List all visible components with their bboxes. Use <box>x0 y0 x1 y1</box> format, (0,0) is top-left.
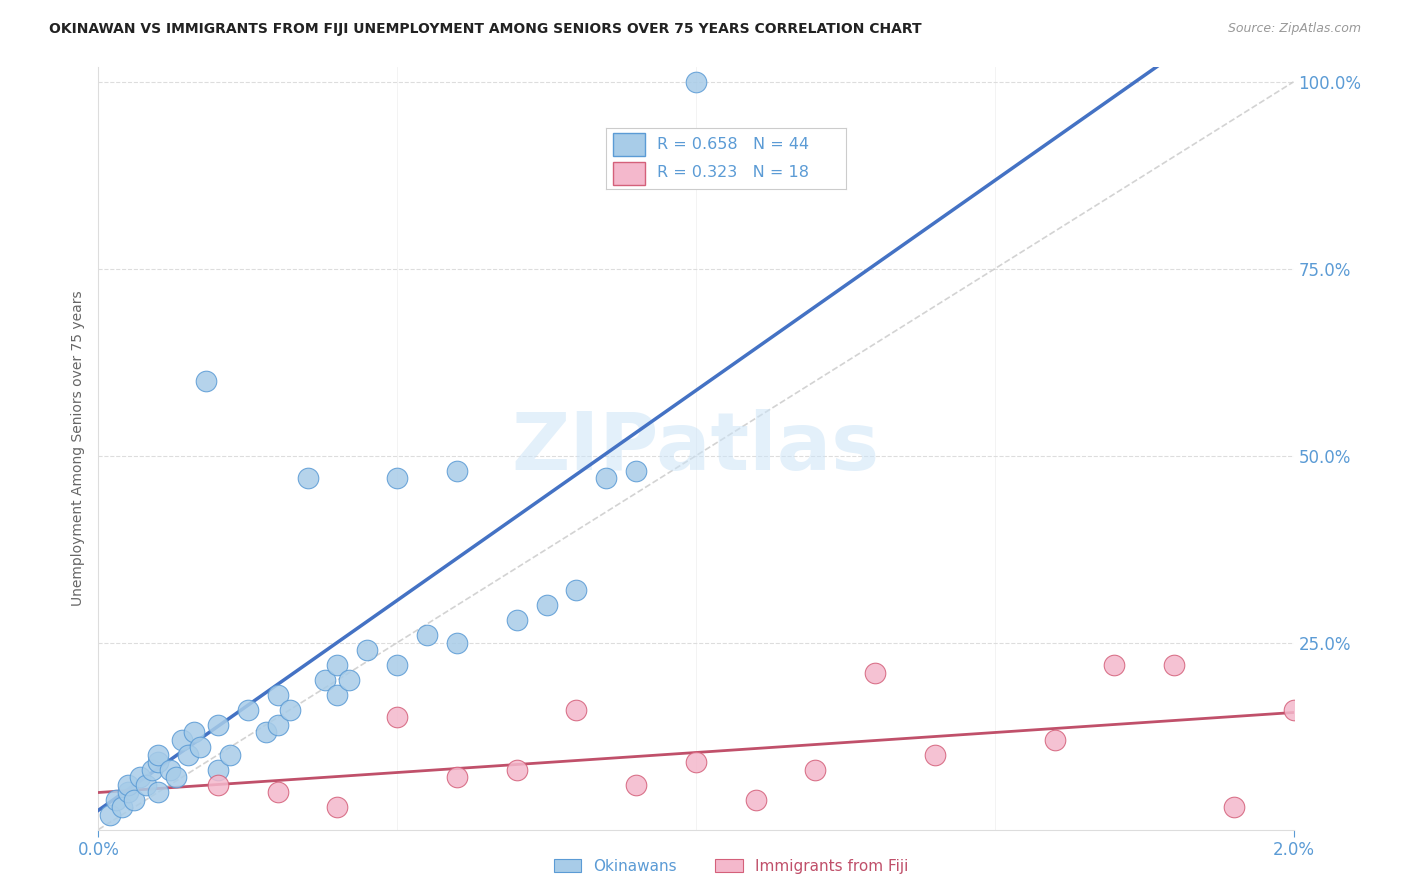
Point <box>865 665 887 680</box>
Bar <box>613 161 644 185</box>
Point <box>506 613 529 627</box>
Point <box>183 725 205 739</box>
Point <box>595 471 617 485</box>
Point <box>124 792 146 806</box>
Point <box>148 785 170 799</box>
Point <box>297 471 319 485</box>
Point <box>339 673 360 687</box>
Point <box>165 770 187 784</box>
Point <box>1223 800 1246 814</box>
Point <box>117 778 139 792</box>
Point <box>924 747 946 762</box>
Point <box>326 658 349 673</box>
Point <box>1163 658 1185 673</box>
Point <box>207 763 229 777</box>
Point <box>111 800 134 814</box>
Legend: Okinawans, Immigrants from Fiji: Okinawans, Immigrants from Fiji <box>548 853 914 880</box>
Point <box>267 718 290 732</box>
Point <box>536 599 558 613</box>
Point <box>565 703 588 717</box>
Bar <box>613 133 644 156</box>
Point <box>626 778 648 792</box>
Point <box>745 792 768 806</box>
Point <box>135 778 157 792</box>
Point <box>267 785 290 799</box>
Point <box>129 770 152 784</box>
Point <box>236 703 259 717</box>
Point <box>195 374 218 388</box>
Point <box>1043 732 1066 747</box>
Point <box>804 763 827 777</box>
Point <box>685 756 707 770</box>
Point <box>385 710 409 724</box>
Point <box>105 792 128 806</box>
Point <box>626 464 648 478</box>
Point <box>278 703 301 717</box>
Point <box>207 778 229 792</box>
Point <box>177 747 200 762</box>
Y-axis label: Unemployment Among Seniors over 75 years: Unemployment Among Seniors over 75 years <box>72 291 86 606</box>
Text: ZIPatlas: ZIPatlas <box>512 409 880 487</box>
Point <box>98 807 122 822</box>
Point <box>565 583 588 598</box>
Text: R = 0.323   N = 18: R = 0.323 N = 18 <box>657 165 808 180</box>
Point <box>188 740 211 755</box>
Point <box>385 658 409 673</box>
Text: OKINAWAN VS IMMIGRANTS FROM FIJI UNEMPLOYMENT AMONG SENIORS OVER 75 YEARS CORREL: OKINAWAN VS IMMIGRANTS FROM FIJI UNEMPLO… <box>49 22 922 37</box>
Text: R = 0.658   N = 44: R = 0.658 N = 44 <box>657 136 808 152</box>
Point <box>446 464 468 478</box>
Point <box>446 635 468 649</box>
Point <box>356 643 378 657</box>
Point <box>254 725 277 739</box>
Point <box>506 763 529 777</box>
Point <box>685 75 707 89</box>
Point <box>207 718 229 732</box>
Point <box>117 785 139 799</box>
Point <box>1282 703 1305 717</box>
Point <box>148 747 170 762</box>
Point <box>416 628 439 642</box>
Point <box>315 673 337 687</box>
Point <box>219 747 242 762</box>
Point <box>141 763 163 777</box>
Point <box>172 732 194 747</box>
Point <box>267 688 290 702</box>
Point <box>326 800 349 814</box>
Point <box>159 763 181 777</box>
Point <box>148 756 170 770</box>
Point <box>385 471 409 485</box>
Point <box>326 688 349 702</box>
Text: Source: ZipAtlas.com: Source: ZipAtlas.com <box>1227 22 1361 36</box>
Point <box>1104 658 1126 673</box>
Point <box>446 770 468 784</box>
